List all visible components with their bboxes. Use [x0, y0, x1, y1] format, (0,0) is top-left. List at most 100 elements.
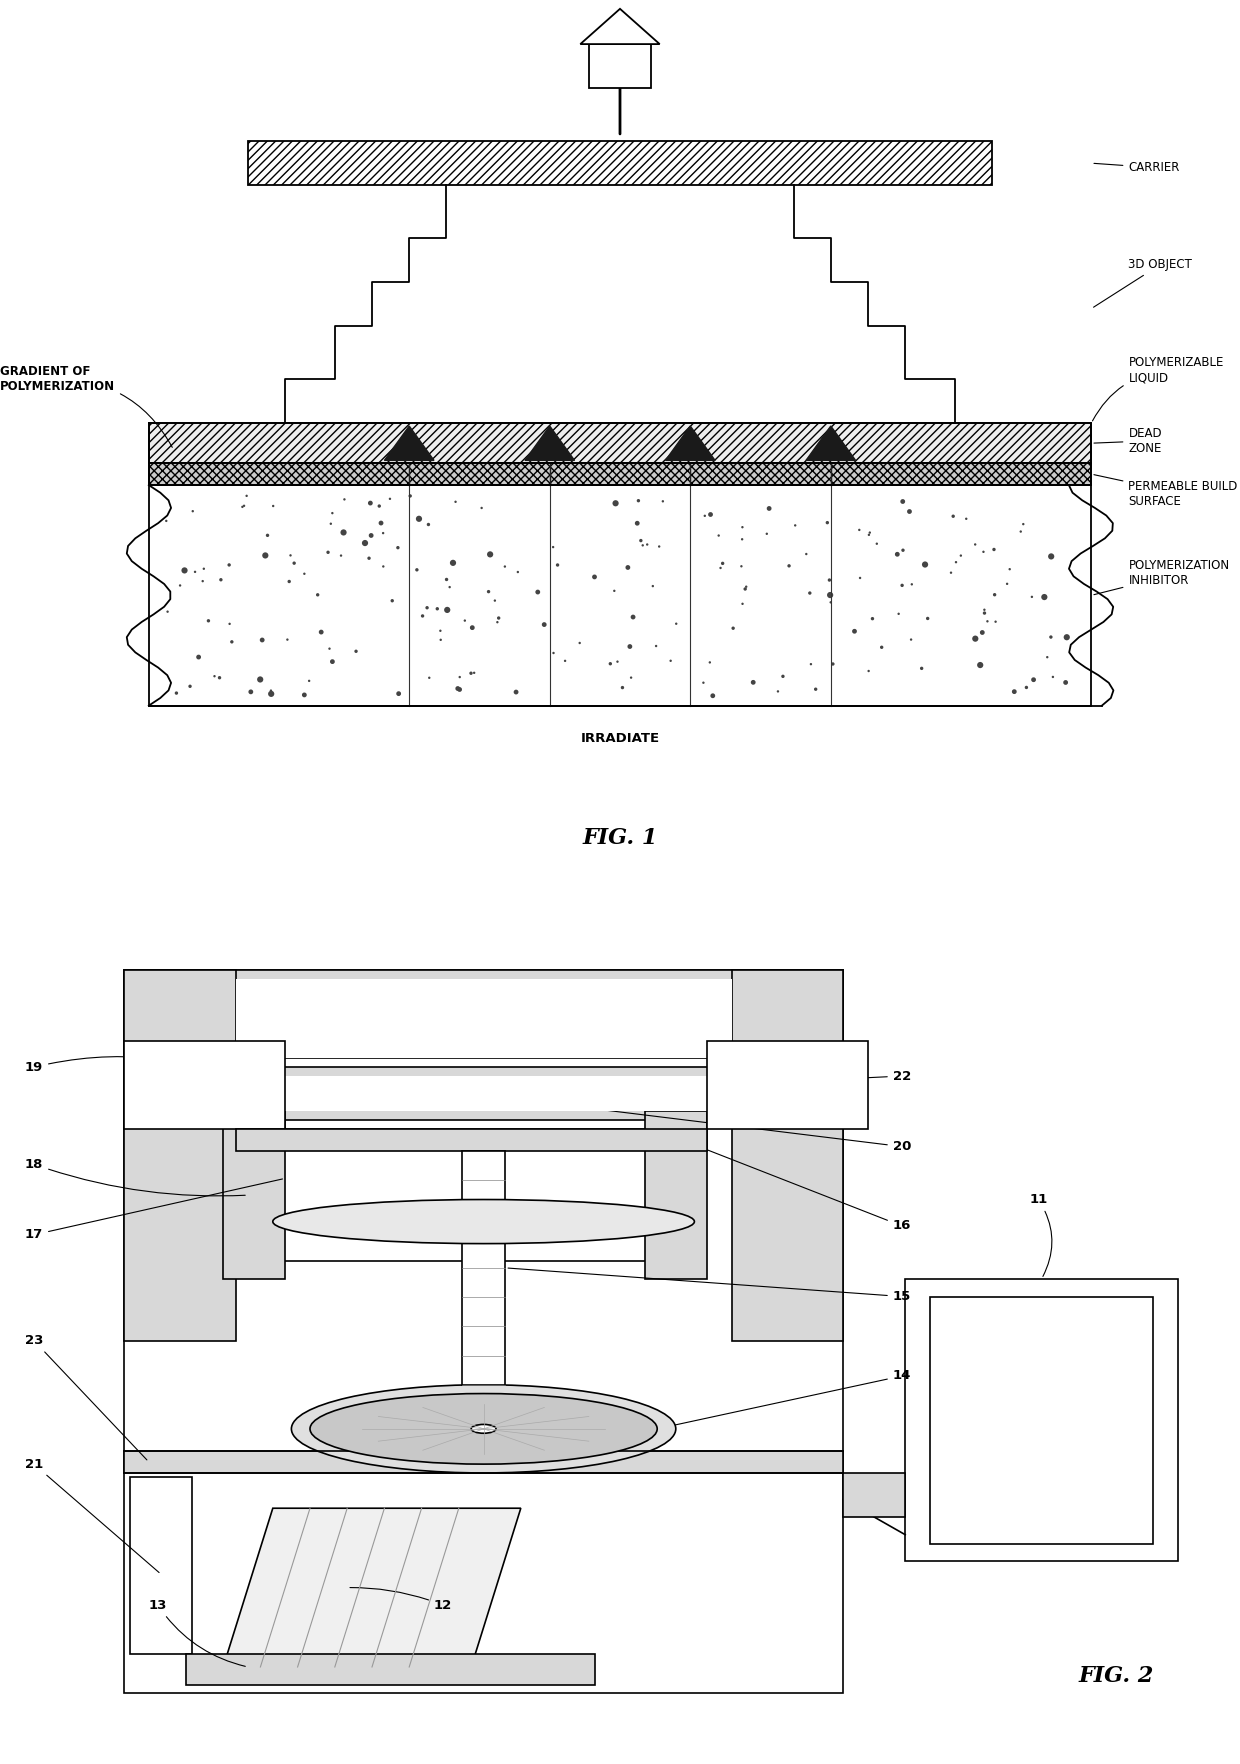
- Point: [192, 566, 212, 594]
- Point: [1011, 517, 1030, 545]
- Bar: [236, 1076, 707, 1111]
- Point: [768, 677, 787, 706]
- Point: [893, 536, 913, 564]
- Point: [1038, 644, 1058, 672]
- Point: [1013, 510, 1033, 538]
- Bar: [236, 1129, 707, 1150]
- Point: [629, 487, 649, 515]
- Point: [430, 626, 450, 654]
- Point: [759, 494, 779, 522]
- Point: [899, 497, 919, 526]
- Bar: [248, 1129, 694, 1261]
- Point: [480, 540, 500, 568]
- Point: [234, 492, 254, 520]
- Point: [756, 520, 776, 549]
- Point: [666, 610, 686, 639]
- Point: [479, 577, 498, 605]
- Bar: [149, 423, 1091, 462]
- Point: [631, 526, 651, 554]
- Point: [888, 540, 908, 568]
- Point: [278, 626, 298, 654]
- Point: [487, 609, 507, 637]
- Point: [621, 663, 641, 691]
- Point: [280, 542, 300, 570]
- Point: [241, 677, 260, 706]
- Point: [970, 651, 990, 679]
- Text: 12: 12: [350, 1588, 453, 1612]
- Point: [170, 572, 190, 600]
- Point: [263, 492, 283, 520]
- Point: [182, 497, 202, 526]
- Point: [637, 531, 657, 559]
- Text: 17: 17: [25, 1178, 283, 1242]
- Point: [956, 505, 976, 533]
- Point: [911, 654, 931, 683]
- Text: 23: 23: [25, 1334, 146, 1461]
- Point: [528, 579, 548, 607]
- Point: [346, 637, 366, 665]
- Point: [653, 487, 673, 515]
- Point: [279, 568, 299, 596]
- Point: [495, 552, 515, 580]
- Point: [821, 587, 841, 616]
- Point: [237, 482, 257, 510]
- Point: [443, 549, 463, 577]
- Point: [156, 506, 176, 534]
- Point: [844, 617, 864, 646]
- Point: [419, 663, 439, 691]
- Point: [464, 658, 484, 686]
- Point: [508, 557, 528, 586]
- Point: [966, 624, 986, 653]
- Point: [732, 526, 751, 554]
- Point: [436, 564, 456, 593]
- Point: [294, 681, 314, 709]
- Point: [205, 662, 224, 690]
- Point: [713, 549, 733, 577]
- Point: [694, 501, 714, 529]
- Bar: [645, 1111, 707, 1279]
- Point: [975, 596, 994, 624]
- Point: [419, 510, 439, 538]
- Ellipse shape: [291, 1385, 676, 1473]
- Point: [851, 564, 870, 593]
- Point: [1043, 663, 1063, 691]
- Point: [548, 550, 568, 579]
- Point: [944, 503, 963, 531]
- Point: [260, 676, 280, 704]
- Point: [800, 579, 820, 607]
- Point: [450, 676, 470, 704]
- Point: [661, 647, 681, 676]
- Bar: [124, 1450, 843, 1473]
- Point: [977, 607, 997, 635]
- Point: [401, 482, 420, 510]
- Bar: [124, 970, 236, 1341]
- Point: [440, 573, 460, 602]
- Point: [334, 519, 353, 547]
- Point: [889, 600, 909, 628]
- Point: [1042, 542, 1061, 570]
- Point: [620, 633, 640, 662]
- Point: [999, 556, 1019, 584]
- Bar: [248, 141, 992, 185]
- Point: [284, 549, 304, 577]
- Point: [166, 679, 186, 707]
- Bar: [236, 979, 732, 1058]
- Point: [918, 605, 937, 633]
- Point: [604, 577, 624, 605]
- Point: [185, 557, 205, 586]
- Point: [737, 573, 756, 602]
- Point: [299, 667, 319, 695]
- Point: [972, 619, 992, 647]
- Point: [941, 559, 961, 587]
- Point: [701, 501, 720, 529]
- Polygon shape: [384, 425, 434, 460]
- Point: [388, 679, 408, 707]
- Point: [428, 594, 448, 623]
- Ellipse shape: [471, 1425, 496, 1432]
- Point: [320, 635, 340, 663]
- Ellipse shape: [273, 1200, 694, 1244]
- Point: [901, 626, 921, 654]
- Point: [175, 556, 195, 584]
- Bar: [149, 485, 1091, 706]
- Text: GRADIENT OF
POLYMERIZATION: GRADIENT OF POLYMERIZATION: [0, 365, 172, 448]
